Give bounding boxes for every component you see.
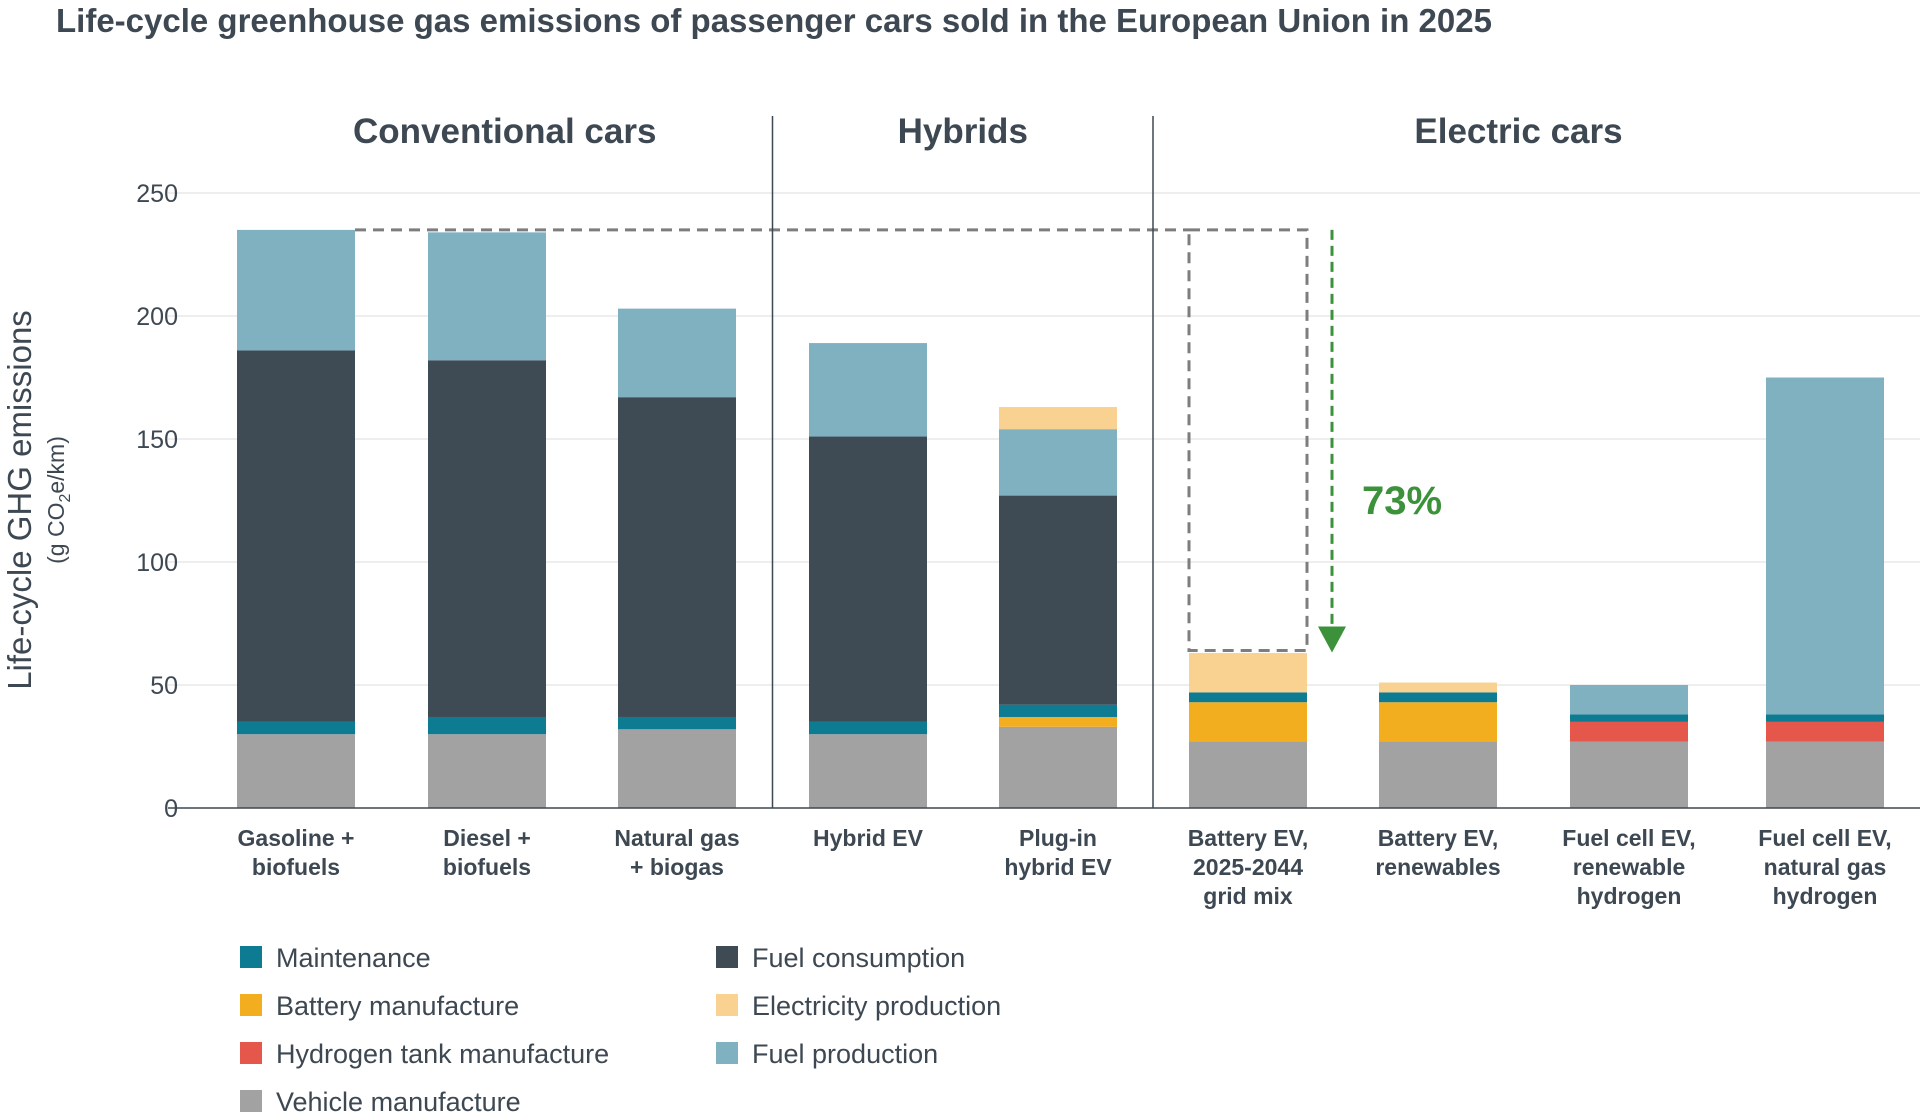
bar-segment: [237, 229, 355, 351]
bar-segment: [1766, 741, 1884, 808]
y-axis-label: Life-cycle GHG emissions: [1, 310, 38, 690]
bar-segment: [1189, 692, 1307, 703]
bar-segment: [1570, 721, 1688, 742]
category-label: Battery EV, 2025-2044 grid mix: [1188, 825, 1309, 909]
reduction-dashed-box: [1187, 228, 1309, 653]
legend-swatch: [240, 1042, 262, 1064]
bar-segment: [1189, 741, 1307, 808]
legend-swatch: [716, 1042, 738, 1064]
legend-swatch: [716, 994, 738, 1016]
legend-swatch: [716, 946, 738, 968]
category-label: Battery EV, renewables: [1375, 825, 1500, 880]
bar-segment: [809, 343, 927, 437]
bar-segment: [809, 734, 927, 808]
bar-segment: [618, 729, 736, 808]
bar-segment: [999, 407, 1117, 430]
bar-segment: [999, 704, 1117, 717]
bar-segment: [809, 721, 927, 735]
y-axis-units: (g CO2e/km): [43, 436, 74, 564]
legend-label: Hydrogen tank manufacture: [276, 1039, 609, 1069]
bar-segment: [1570, 714, 1688, 722]
legend-label: Fuel consumption: [752, 943, 965, 973]
bar-segment: [428, 716, 546, 735]
legend-label: Vehicle manufacture: [276, 1087, 521, 1117]
y-tick-label: 150: [136, 426, 178, 454]
bar-segment: [1570, 685, 1688, 715]
group-label: Hybrids: [898, 112, 1028, 151]
arrow-head-icon: [1318, 626, 1346, 653]
bar-segment: [1379, 741, 1497, 808]
axes: 0 50 100 150 200 250 Conventional cars Hybrids E…: [1, 112, 1920, 909]
group-label: Conventional cars: [353, 112, 656, 151]
category-label: Fuel cell EV, renewable hydrogen: [1562, 825, 1695, 909]
bar-segment: [428, 360, 546, 717]
bars: [237, 229, 1884, 808]
bar-segment: [237, 721, 355, 735]
legend: Maintenance Battery manufacture Hydrogen t…: [240, 943, 1001, 1117]
legend-label: Fuel production: [752, 1039, 938, 1069]
reduction-percent-label: 73%: [1362, 479, 1442, 523]
category-label: Gasoline + biofuels: [238, 825, 355, 880]
legend-label: Battery manufacture: [276, 991, 519, 1021]
bar-segment: [1379, 702, 1497, 742]
bar-segment: [999, 716, 1117, 727]
bar-segment: [618, 716, 736, 730]
y-tick-label: 200: [136, 303, 178, 331]
y-tick-label: 100: [136, 549, 178, 577]
legend-label: Maintenance: [276, 943, 431, 973]
category-label: Plug-in hybrid EV: [1004, 825, 1112, 880]
bar-segment: [1379, 692, 1497, 703]
category-label: Diesel + biofuels: [443, 825, 531, 880]
category-label: Fuel cell EV, natural gas hydrogen: [1758, 825, 1891, 909]
bar-segment: [618, 308, 736, 398]
bar-segment: [999, 495, 1117, 705]
legend-label: Electricity production: [752, 991, 1001, 1021]
legend-swatch: [240, 1090, 262, 1112]
bar-segment: [1766, 714, 1884, 722]
bar-segment: [999, 429, 1117, 496]
y-tick-label: 0: [164, 795, 178, 823]
bar-segment: [1766, 721, 1884, 742]
bar-segment: [1570, 741, 1688, 808]
bar-segment: [809, 436, 927, 722]
y-tick-label: 250: [136, 180, 178, 208]
bar-segment: [428, 734, 546, 808]
group-label: Electric cars: [1414, 112, 1622, 151]
legend-swatch: [240, 946, 262, 968]
y-tick-label: 50: [150, 672, 178, 700]
bar-segment: [1189, 653, 1307, 693]
bar-segment: [1379, 682, 1497, 693]
bar-segment: [237, 734, 355, 808]
bar-segment: [428, 232, 546, 361]
category-label: Hybrid EV: [813, 825, 924, 851]
bar-segment: [237, 350, 355, 722]
chart-title: Life-cycle greenhouse gas emissions of p…: [56, 2, 1492, 39]
legend-swatch: [240, 994, 262, 1016]
bar-segment: [1189, 702, 1307, 742]
bar-segment: [999, 726, 1117, 808]
bar-segment: [618, 397, 736, 717]
category-label: Natural gas + biogas: [614, 825, 739, 880]
bar-segment: [1766, 377, 1884, 715]
